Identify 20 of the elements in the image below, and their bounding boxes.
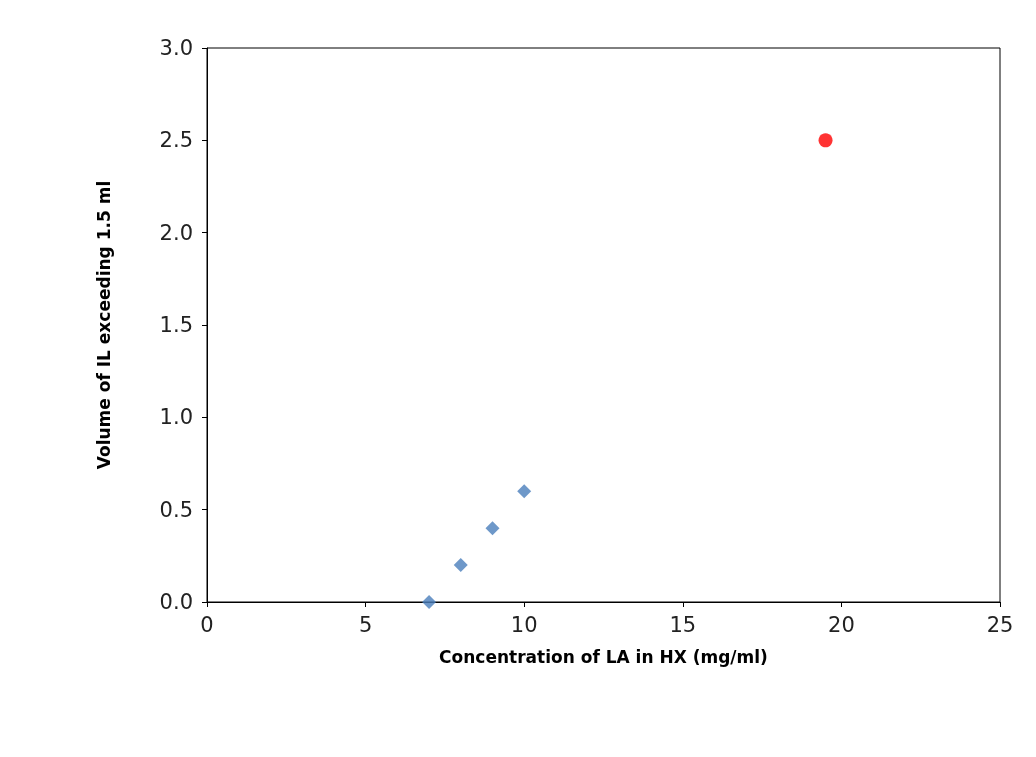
point xyxy=(453,558,468,573)
point xyxy=(818,133,833,148)
x-axis-title: Concentration of LA in HX (mg/ml) xyxy=(439,646,768,667)
y-axis-title: Volume of IL exceeding 1.5 ml xyxy=(93,180,114,470)
point xyxy=(422,595,437,609)
y-tick-label: 0.0 xyxy=(159,590,193,614)
y-tick-label: 1.0 xyxy=(159,405,193,430)
y-tick-label: 2.0 xyxy=(159,220,193,245)
y-tick-label: 2.5 xyxy=(159,128,193,153)
y-tick-label: 3.0 xyxy=(159,36,193,60)
y-tick-label: 0.5 xyxy=(159,497,193,522)
x-tick-label: 0 xyxy=(200,612,214,637)
x-tick-label: 15 xyxy=(669,612,697,637)
x-tick-label: 25 xyxy=(986,612,1014,637)
y-tick-label: 1.5 xyxy=(159,313,193,337)
x-tick-label: 20 xyxy=(828,612,855,637)
point xyxy=(517,484,532,499)
x-tick-label: 5 xyxy=(358,612,373,637)
point xyxy=(485,521,500,536)
x-tick-label: 10 xyxy=(510,612,538,637)
